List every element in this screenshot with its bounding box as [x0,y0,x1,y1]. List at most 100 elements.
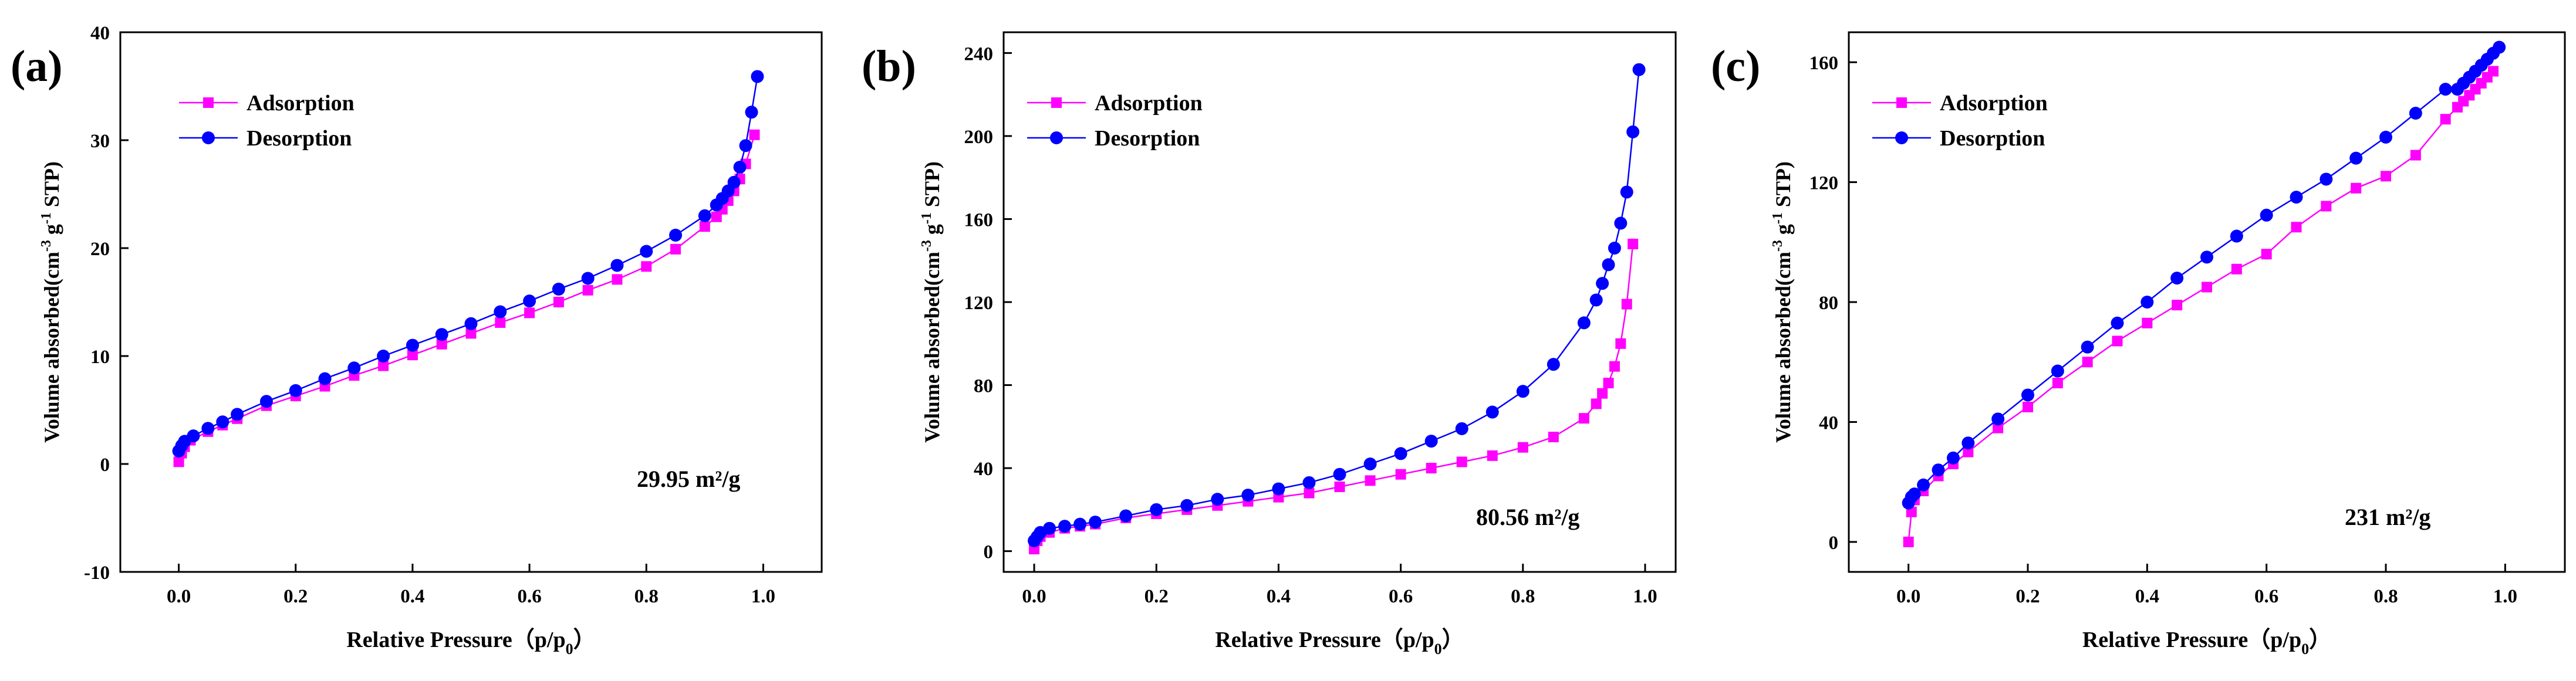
legend-marker-square [1051,97,1062,108]
y-axis-label-part: Volume absorbed(cm [1771,252,1795,443]
x-tick-label: 0.2 [1144,586,1169,607]
chart-panel-2: 0.0 0.2 0.4 0.6 0.8 1.0 0 40 80 120 160 200 240 Relat… [862,31,1677,658]
data-point-desorption [1917,478,1930,492]
y-axis-label: Volume absorbed(cm-3 g-1 STP) [39,161,63,443]
data-point-desorption [1363,458,1377,470]
data-point-adsorption [1609,361,1620,372]
y-tick-label: 240 [964,43,994,65]
series-adsorption [1903,66,2499,547]
plot-frame [119,31,823,573]
data-point-desorption [1058,520,1072,533]
y-tick-label: 80 [974,376,993,397]
data-point-adsorption [1591,398,1602,409]
data-point-desorption [1211,493,1224,506]
data-point-adsorption [1517,442,1528,453]
data-point-adsorption [612,274,623,285]
data-point-desorption [1424,435,1438,448]
data-point-adsorption [524,307,535,319]
y-tick-label: 120 [964,293,994,314]
x-axis-label-close: ） [1442,628,1464,652]
data-point-adsorption [1304,487,1315,499]
data-point-desorption [733,161,747,174]
series-desorption [1028,63,1646,547]
surface-area-annotation: 231 m²/g [2345,504,2430,530]
data-point-adsorption [2291,222,2302,233]
data-point-desorption [289,384,302,397]
data-point-desorption [2290,191,2303,204]
data-point-desorption [2260,208,2273,222]
data-point-adsorption [1426,463,1437,474]
x-tick-label: 0.4 [1267,586,1291,607]
x-axis-label-main: Relative Pressure（p/p [346,628,565,652]
y-axis-label-superscript: -3 [919,240,934,252]
legend: Adsorption Desorption [1027,91,1203,151]
data-point-desorption [523,294,536,308]
series-line-adsorption [178,134,755,462]
data-point-desorption [1302,476,1316,489]
data-point-adsorption [1456,456,1467,467]
y-axis-label-part: STP) [920,161,944,212]
surface-area-annotation: 80.56 m²/g [1476,504,1579,530]
data-point-adsorption [1993,422,2004,433]
data-point-desorption [1272,482,1285,496]
data-point-desorption [347,361,361,375]
data-point-adsorption [553,297,564,307]
data-point-desorption [201,422,215,435]
legend-label: Desorption [1095,126,1200,151]
y-tick-label: 30 [90,131,110,152]
data-point-desorption [751,70,764,83]
data-point-desorption [2230,229,2243,243]
data-point-desorption [1961,436,1975,450]
data-point-adsorption [2321,201,2332,212]
data-point-desorption [1073,517,1087,531]
data-point-desorption [552,282,565,296]
y-tick-label: 40 [90,23,110,44]
data-point-desorption [581,272,595,285]
data-point-desorption [1614,216,1628,230]
y-axis-label-superscript: -3 [1770,240,1785,252]
legend-marker-square [1896,97,1907,108]
data-point-adsorption [2172,300,2183,311]
x-axis-label-main: Relative Pressure（p/p [1215,628,1434,652]
data-point-adsorption [2261,249,2272,260]
y-tick-label: 40 [1819,412,1838,433]
data-point-adsorption [1487,450,1498,461]
x-axis-label: Relative Pressure（p/p0） [1215,628,1464,658]
y-tick-label: 160 [964,209,994,231]
y-tick-label: 0 [1829,533,1839,554]
x-axis-label: Relative Pressure（p/p0） [346,628,595,658]
y-tick-label: 0 [984,542,994,563]
data-point-desorption [216,415,229,429]
y-tick-label: 160 [1809,53,1839,74]
x-tick-label: 0.0 [1022,586,1046,607]
data-point-desorption [1632,63,1646,76]
data-point-desorption [1180,499,1194,512]
data-point-adsorption [1903,536,1914,547]
y-tick-label: 200 [964,127,994,148]
data-point-desorption [2379,130,2392,144]
data-point-adsorption [699,221,710,232]
legend-label: Desorption [1940,126,2045,151]
data-point-desorption [1946,451,1960,465]
panel-label: (a) [11,42,63,91]
data-point-adsorption [378,360,389,371]
data-point-adsorption [2440,114,2451,125]
data-point-desorption [640,245,653,258]
data-point-adsorption [1621,299,1632,310]
y-axis-label: Volume absorbed(cm-3 g-1 STP) [919,161,944,443]
data-point-desorption [1589,293,1603,307]
legend-label: Adsorption [1940,91,2048,116]
y-tick-label: 120 [1809,173,1839,194]
data-point-adsorption [582,284,593,296]
data-point-adsorption [1365,475,1376,486]
data-point-desorption [2439,83,2452,96]
data-point-adsorption [1597,388,1608,399]
y-axis-label: Volume absorbed(cm-3 g-1 STP) [1770,161,1795,443]
y-axis-label-superscript: -3 [39,240,54,252]
x-tick-label: 1.0 [1633,586,1657,607]
data-point-desorption [1455,422,1468,435]
legend-marker-circle [202,131,215,144]
data-point-desorption [1333,467,1346,481]
